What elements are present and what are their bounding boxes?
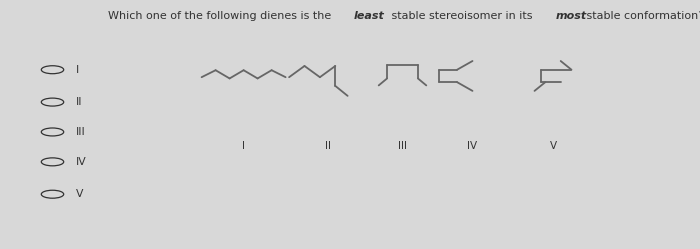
Text: II: II <box>76 97 83 107</box>
Text: IV: IV <box>76 157 87 167</box>
Text: I: I <box>242 141 245 151</box>
Text: V: V <box>76 189 84 199</box>
Text: III: III <box>76 127 86 137</box>
Text: II: II <box>325 141 330 151</box>
Text: Which one of the following dienes is the: Which one of the following dienes is the <box>108 11 335 21</box>
Text: III: III <box>398 141 407 151</box>
Text: most: most <box>555 11 587 21</box>
Text: least: least <box>354 11 384 21</box>
Text: stable conformation?: stable conformation? <box>583 11 700 21</box>
Text: V: V <box>550 141 556 151</box>
Text: I: I <box>76 65 80 75</box>
Text: IV: IV <box>468 141 477 151</box>
Text: stable stereoisomer in its: stable stereoisomer in its <box>388 11 536 21</box>
